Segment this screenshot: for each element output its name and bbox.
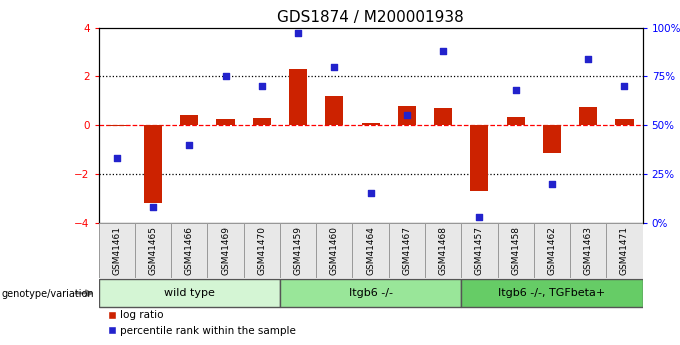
Text: GSM41469: GSM41469 [221, 226, 230, 275]
Text: genotype/variation: genotype/variation [1, 289, 94, 299]
Text: GSM41471: GSM41471 [620, 226, 629, 275]
Bar [471, 125, 488, 191]
Text: GSM41467: GSM41467 [403, 226, 411, 275]
Text: wild type: wild type [164, 288, 215, 298]
Text: GSM41457: GSM41457 [475, 226, 484, 275]
FancyBboxPatch shape [352, 223, 389, 278]
Text: GSM41461: GSM41461 [112, 226, 121, 275]
Text: GSM41464: GSM41464 [366, 226, 375, 275]
FancyBboxPatch shape [607, 223, 643, 278]
Point [438, 48, 449, 54]
Bar [362, 124, 379, 125]
FancyBboxPatch shape [99, 223, 135, 278]
FancyBboxPatch shape [280, 223, 316, 278]
FancyBboxPatch shape [498, 223, 534, 278]
FancyBboxPatch shape [316, 223, 352, 278]
Text: GSM41463: GSM41463 [583, 226, 593, 275]
FancyBboxPatch shape [461, 279, 643, 307]
Bar [398, 106, 416, 125]
Bar [289, 69, 307, 125]
FancyBboxPatch shape [280, 279, 461, 307]
Bar [325, 96, 343, 125]
Bar [216, 119, 235, 125]
FancyBboxPatch shape [171, 223, 207, 278]
Bar [615, 119, 634, 125]
Point [401, 112, 412, 118]
FancyBboxPatch shape [570, 223, 607, 278]
Point [329, 64, 340, 69]
Title: GDS1874 / M200001938: GDS1874 / M200001938 [277, 10, 464, 25]
Text: GSM41470: GSM41470 [257, 226, 267, 275]
Text: GSM41466: GSM41466 [185, 226, 194, 275]
Point [583, 56, 594, 61]
FancyBboxPatch shape [135, 223, 171, 278]
Bar [543, 125, 561, 153]
Point [365, 190, 376, 196]
FancyBboxPatch shape [389, 223, 425, 278]
Bar [579, 107, 597, 125]
Text: Itgb6 -/-, TGFbeta+: Itgb6 -/-, TGFbeta+ [498, 288, 606, 298]
Text: GSM41459: GSM41459 [294, 226, 303, 275]
Text: GSM41460: GSM41460 [330, 226, 339, 275]
Point [220, 73, 231, 79]
Text: GSM41462: GSM41462 [547, 226, 556, 275]
Bar [507, 117, 525, 125]
FancyBboxPatch shape [534, 223, 570, 278]
Bar [180, 115, 199, 125]
Legend: log ratio, percentile rank within the sample: log ratio, percentile rank within the sa… [104, 306, 301, 340]
Point [510, 87, 521, 93]
Bar [144, 125, 162, 203]
Text: GSM41458: GSM41458 [511, 226, 520, 275]
Point [112, 156, 122, 161]
Text: Itgb6 -/-: Itgb6 -/- [349, 288, 392, 298]
FancyBboxPatch shape [99, 279, 280, 307]
Point [619, 83, 630, 89]
FancyBboxPatch shape [461, 223, 498, 278]
Point [292, 31, 303, 36]
Point [148, 204, 158, 210]
FancyBboxPatch shape [243, 223, 280, 278]
Point [256, 83, 267, 89]
Point [184, 142, 194, 147]
Bar [434, 108, 452, 125]
FancyBboxPatch shape [207, 223, 243, 278]
Point [474, 214, 485, 219]
Bar [253, 118, 271, 125]
Bar [107, 125, 126, 126]
Point [547, 181, 558, 186]
FancyBboxPatch shape [425, 223, 461, 278]
Text: GSM41468: GSM41468 [439, 226, 447, 275]
Text: GSM41465: GSM41465 [148, 226, 158, 275]
